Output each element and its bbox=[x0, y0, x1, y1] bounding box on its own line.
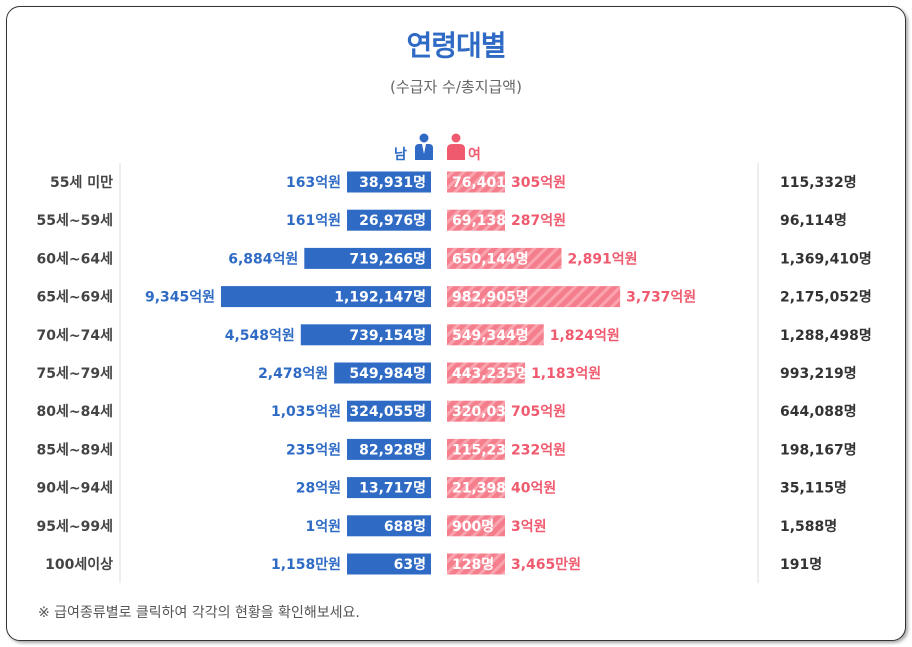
age-label: 55세 미만 bbox=[50, 175, 113, 191]
female-count-label: 443,235명 bbox=[452, 365, 529, 382]
female-bar bbox=[447, 324, 544, 346]
age-label: 65세~69세 bbox=[37, 290, 113, 306]
female-amount-label: 232억원 bbox=[511, 442, 566, 458]
male-count-label: 82,928명 bbox=[359, 441, 426, 458]
age-label: 70세~74세 bbox=[37, 328, 113, 344]
chart-title: 연령대별 bbox=[406, 29, 506, 62]
male-bar bbox=[304, 247, 431, 269]
male-amount-label: 235억원 bbox=[286, 442, 341, 458]
male-count-label: 26,976명 bbox=[359, 212, 426, 229]
female-bar bbox=[447, 553, 505, 575]
male-bar bbox=[347, 477, 431, 499]
age-label: 75세~79세 bbox=[37, 366, 113, 382]
female-person-icon bbox=[447, 133, 465, 160]
total-count-label: 191명 bbox=[780, 556, 822, 573]
female-bar bbox=[447, 362, 526, 384]
female-amount-label: 3억원 bbox=[511, 519, 547, 535]
female-bar bbox=[447, 209, 505, 231]
female-count-label: 900명 bbox=[452, 518, 494, 535]
male-amount-label: 2,478억원 bbox=[258, 366, 328, 382]
age-label: 80세~84세 bbox=[37, 404, 113, 420]
female-count-label: 115,239명 bbox=[452, 441, 529, 458]
female-amount-label: 3,465만원 bbox=[511, 557, 581, 573]
female-amount-label: 1,824억원 bbox=[550, 328, 620, 344]
total-count-label: 1,588명 bbox=[780, 518, 837, 535]
male-amount-label: 6,884억원 bbox=[228, 251, 298, 267]
total-count-label: 993,219명 bbox=[780, 365, 857, 382]
total-count-label: 1,369,410명 bbox=[780, 250, 872, 267]
female-count-label: 21,398명 bbox=[452, 480, 519, 497]
female-amount-label: 1,183억원 bbox=[531, 366, 601, 382]
female-count-label: 320,033명 bbox=[452, 403, 529, 420]
female-count-label: 982,905명 bbox=[452, 289, 529, 306]
male-bar bbox=[347, 438, 431, 460]
female-bar bbox=[447, 247, 562, 269]
male-count-label: 13,717명 bbox=[359, 480, 426, 497]
female-count-label: 650,144명 bbox=[452, 250, 529, 267]
legend-female-label: 여 bbox=[468, 147, 481, 163]
total-count-label: 115,332명 bbox=[780, 174, 857, 191]
total-count-label: 96,114명 bbox=[780, 212, 847, 229]
total-count-label: 644,088명 bbox=[780, 403, 857, 420]
age-label: 55세~59세 bbox=[37, 213, 113, 229]
female-amount-label: 3,737억원 bbox=[626, 290, 696, 306]
male-amount-label: 28억원 bbox=[296, 481, 341, 497]
female-amount-label: 287억원 bbox=[511, 213, 566, 229]
female-bar bbox=[447, 438, 505, 460]
male-count-label: 38,931명 bbox=[359, 174, 426, 191]
male-bar bbox=[347, 171, 431, 193]
male-bar bbox=[334, 362, 431, 384]
male-count-label: 63명 bbox=[394, 556, 426, 573]
female-bar bbox=[447, 477, 505, 499]
male-count-label: 719,266명 bbox=[349, 250, 426, 267]
female-amount-label: 705억원 bbox=[511, 404, 566, 420]
male-amount-label: 4,548억원 bbox=[225, 328, 295, 344]
male-count-label: 324,055명 bbox=[349, 403, 426, 420]
age-label: 85세~89세 bbox=[37, 442, 113, 458]
legend-male-label: 남 bbox=[394, 147, 407, 163]
legend: 남 여 bbox=[392, 132, 522, 163]
female-bar bbox=[447, 171, 505, 193]
age-label: 90세~94세 bbox=[37, 481, 113, 497]
female-count-label: 549,344명 bbox=[452, 327, 529, 344]
male-bar bbox=[221, 286, 431, 308]
age-label: 100세이상 bbox=[45, 556, 113, 573]
male-bar bbox=[300, 324, 431, 346]
female-count-label: 76,401명 bbox=[452, 174, 519, 191]
female-amount-label: 2,891억원 bbox=[568, 251, 638, 267]
male-count-label: 549,984명 bbox=[349, 365, 426, 382]
female-amount-label: 40억원 bbox=[511, 481, 556, 497]
male-bar bbox=[347, 209, 431, 231]
male-amount-label: 1억원 bbox=[305, 519, 341, 535]
female-amount-label: 305억원 bbox=[511, 175, 566, 191]
total-count-label: 2,175,052명 bbox=[780, 289, 872, 306]
total-count-label: 1,288,498명 bbox=[780, 327, 872, 344]
chart-subtitle: (수급자 수/총지급액) bbox=[390, 78, 522, 96]
female-bar bbox=[447, 286, 621, 308]
male-amount-label: 1,158만원 bbox=[271, 557, 341, 573]
male-bar bbox=[347, 515, 431, 537]
age-label: 60세~64세 bbox=[37, 251, 113, 267]
female-bar bbox=[447, 515, 505, 537]
male-amount-label: 163억원 bbox=[286, 175, 341, 191]
female-count-label: 128명 bbox=[452, 556, 494, 573]
male-person-icon bbox=[415, 133, 433, 160]
male-count-label: 1,192,147명 bbox=[334, 289, 426, 306]
male-amount-label: 161억원 bbox=[286, 213, 341, 229]
footnote: ※ 급여종류별로 클릭하여 각각의 현황을 확인해보세요. bbox=[38, 605, 360, 621]
total-count-label: 35,115명 bbox=[780, 480, 847, 497]
male-bar bbox=[347, 400, 431, 422]
male-amount-label: 9,345억원 bbox=[145, 290, 215, 306]
female-count-label: 69,138명 bbox=[452, 212, 519, 229]
male-count-label: 688명 bbox=[384, 518, 426, 535]
female-bar bbox=[447, 400, 505, 422]
male-amount-label: 1,035억원 bbox=[271, 404, 341, 420]
total-count-label: 198,167명 bbox=[780, 441, 857, 458]
age-label: 95세~99세 bbox=[37, 519, 113, 535]
male-bar bbox=[347, 553, 431, 575]
male-count-label: 739,154명 bbox=[349, 327, 426, 344]
